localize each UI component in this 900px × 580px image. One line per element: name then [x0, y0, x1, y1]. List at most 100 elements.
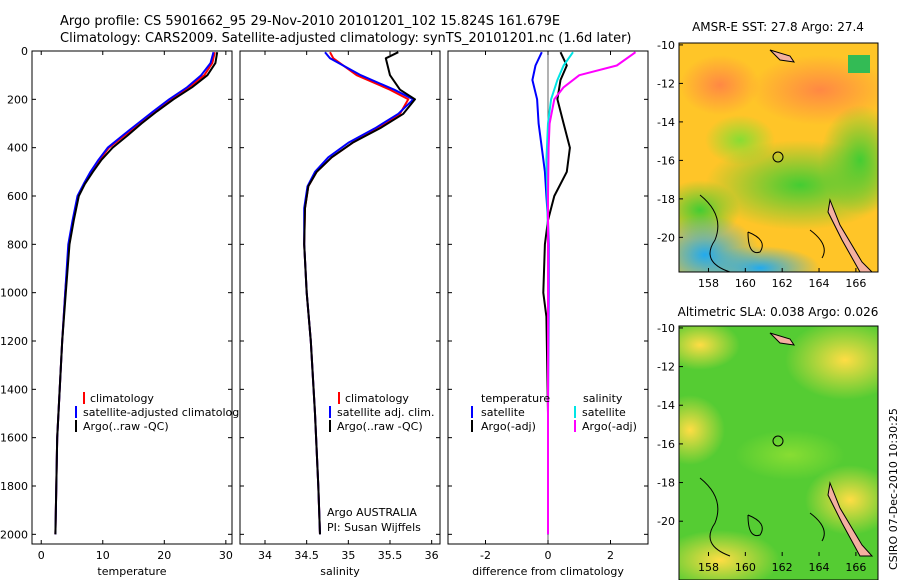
sla-high-patch — [679, 530, 780, 580]
y-tick-label: 1800 — [0, 480, 28, 493]
credit-stamp: CSIRO 07-Dec-2010 10:30:25 — [887, 408, 900, 570]
legend-label-climatology: climatology — [90, 392, 154, 405]
map-y-tick-label: -10 — [657, 322, 675, 335]
map-x-tick-label: 166 — [845, 277, 866, 290]
legend-label-salinity: salinity — [583, 392, 623, 405]
x-tick-label: 0 — [545, 549, 552, 562]
annotation-argo-australia: Argo AUSTRALIA — [327, 506, 417, 519]
series-line-temperature-argo-adj — [542, 51, 571, 535]
y-tick-label: 1000 — [0, 287, 28, 300]
temperature-axes — [31, 50, 233, 545]
map-y-tick-label: -18 — [657, 477, 675, 490]
map-x-tick-label: 164 — [809, 277, 830, 290]
map-y-tick-label: -14 — [657, 399, 675, 412]
x-tick-label: 35 — [341, 549, 355, 562]
sst-warm-patch — [750, 55, 878, 125]
sla-high-patch — [679, 326, 740, 370]
sst-argo-marker — [772, 151, 784, 163]
x-tick-label: 35.5 — [378, 549, 403, 562]
x-tick-label: 34 — [258, 549, 272, 562]
legend-label-temperature: temperature — [481, 392, 550, 405]
x-tick-label: 2 — [607, 549, 614, 562]
sla-map-panel: Altimetric SLA: 0.038 Argo: 0.026 158 160… — [657, 305, 879, 580]
y-tick-label: 0 — [21, 45, 28, 58]
difference-xlabel: difference from climatology — [472, 565, 624, 578]
temperature-lines — [54, 51, 219, 535]
sst-contours — [699, 194, 825, 272]
map-x-tick-label: 166 — [845, 561, 866, 574]
header-line2: Climatology: CARS2009. Satellite-adjuste… — [60, 31, 632, 46]
map-x-tick-label: 158 — [698, 561, 719, 574]
map-y-tick-label: -10 — [657, 39, 675, 52]
map-x-tick-label: 158 — [698, 277, 719, 290]
y-tick-label: 1200 — [0, 335, 28, 348]
sla-axes — [678, 325, 879, 580]
map-y-tick-label: -14 — [657, 116, 675, 129]
salinity-legend: climatology satellite adj. clim. Argo(..… — [329, 392, 434, 433]
sst-heatmap — [679, 43, 878, 272]
map-y-tick-label: -20 — [657, 515, 675, 528]
difference-legend: temperature satellite Argo(-adj) salinit… — [471, 392, 637, 433]
legend-label-satellite: satellite adj. clim. — [337, 406, 434, 419]
sla-high-patch — [805, 465, 878, 535]
legend-label-sal-argo: Argo(-adj) — [582, 420, 637, 433]
salinity-ticks: 34 34.5 35 35.5 36 — [240, 50, 440, 562]
map-y-tick-label: -18 — [657, 193, 675, 206]
series-line-argo-raw-qc — [54, 52, 219, 535]
map-x-tick-label: 162 — [772, 561, 793, 574]
legend-label-satellite: satellite-adjusted climatology — [83, 406, 246, 419]
sla-island — [827, 481, 874, 557]
sst-cold-patch — [700, 246, 820, 272]
legend-label-temp-argo: Argo(-adj) — [481, 420, 536, 433]
header-line1: Argo profile: CS 5901662_95 29-Nov-2010 … — [60, 14, 560, 29]
sla-ticks: 158 160 162 164 166 -10 -12 -14 -16 -18 -20 — [657, 322, 866, 574]
difference-lines — [531, 51, 637, 535]
map-y-tick-label: -20 — [657, 231, 675, 244]
temperature-ticks: 0 10 20 30 0 200 400 600 800 1000 1200 1400 1600 1800… — [0, 45, 233, 562]
sst-cool-patch — [820, 105, 878, 215]
y-tick-label: 1400 — [0, 383, 28, 396]
y-tick-label: 800 — [7, 238, 28, 251]
map-y-tick-label: -12 — [657, 361, 675, 374]
sla-mid-patch — [735, 430, 845, 480]
legend-label-argo: Argo(..raw -QC) — [83, 420, 169, 433]
y-tick-label: 400 — [7, 142, 28, 155]
salinity-xlabel: salinity — [320, 565, 360, 578]
legend-label-argo: Argo(..raw -QC) — [337, 420, 423, 433]
sst-island — [769, 49, 796, 63]
y-tick-label: 2000 — [0, 528, 28, 541]
sla-high-patch — [679, 395, 725, 465]
sst-cloud-pixels — [848, 55, 870, 73]
temperature-legend: climatology satellite-adjusted climatolo… — [75, 392, 246, 433]
x-tick-label: 10 — [96, 549, 110, 562]
series-line-argo-raw-qc — [303, 51, 416, 535]
y-tick-label: 1600 — [0, 432, 28, 445]
x-tick-label: 0 — [38, 549, 45, 562]
map-y-tick-label: -12 — [657, 77, 675, 90]
temperature-panel: 0 10 20 30 0 200 400 600 800 1000 1200 1400 1600 1800… — [0, 45, 246, 578]
sst-island — [827, 198, 873, 272]
x-tick-label: 36 — [425, 549, 439, 562]
map-y-tick-label: -16 — [657, 154, 675, 167]
sst-axes — [678, 42, 879, 273]
map-x-tick-label: 162 — [772, 277, 793, 290]
map-x-tick-label: 160 — [735, 277, 756, 290]
y-tick-label: 200 — [7, 93, 28, 106]
salinity-lines — [303, 51, 416, 535]
legend-label-climatology: climatology — [345, 392, 409, 405]
sla-heatmap — [679, 326, 878, 580]
legend-label-temp-satellite: satellite — [481, 406, 525, 419]
map-x-tick-label: 164 — [809, 561, 830, 574]
x-tick-label: 34.5 — [294, 549, 319, 562]
sla-island — [769, 332, 796, 346]
sst-map-panel: AMSR-E SST: 27.8 Argo: 27.4 158 160 162 164… — [657, 20, 879, 290]
sst-map-title: AMSR-E SST: 27.8 Argo: 27.4 — [692, 20, 864, 34]
legend-label-sal-satellite: satellite — [582, 406, 626, 419]
sla-map-title: Altimetric SLA: 0.038 Argo: 0.026 — [678, 305, 879, 319]
sst-ticks: 158 160 162 164 166 -10 -12 -14 -16 -18 -20 — [657, 39, 866, 290]
difference-panel: -2 0 2 difference from climatology tempera… — [447, 50, 649, 578]
sla-high-patch — [785, 326, 878, 400]
sst-warm-patch — [680, 55, 760, 115]
sla-contours — [699, 477, 825, 557]
